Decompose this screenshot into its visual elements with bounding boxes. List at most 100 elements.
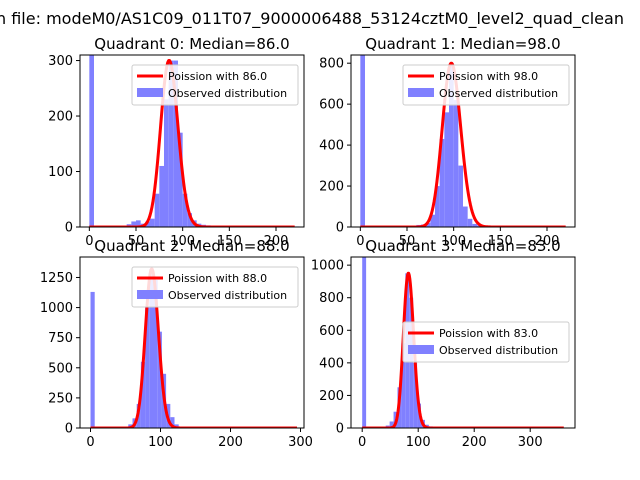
x-tick-label: 200 (264, 234, 289, 249)
legend: Poission with 88.0 Observed distribution (131, 266, 299, 308)
legend-bar-swatch (137, 88, 163, 97)
x-tick-label: 200 (535, 234, 560, 249)
x-tick-label: 300 (518, 435, 543, 450)
histogram-bar (458, 165, 463, 227)
histogram-bar (435, 186, 440, 227)
x-tick-label: 200 (462, 435, 487, 450)
y-tick-label: 300 (48, 54, 73, 69)
legend-poisson-label: Poission with 83.0 (439, 327, 538, 340)
legend-poisson-label: Poission with 98.0 (439, 70, 538, 83)
legend-box (131, 64, 299, 106)
y-tick-label: 400 (319, 139, 344, 154)
histogram-bar (401, 343, 406, 428)
x-tick-label: 50 (128, 234, 145, 249)
y-tick-label: 200 (48, 110, 73, 125)
y-tick-label: 0 (336, 221, 344, 236)
y-tick-label: 800 (319, 291, 344, 306)
histogram-bar (439, 138, 445, 227)
y-tick-label: 600 (319, 324, 344, 339)
subplot-title: Quadrant 2: Median=88.0 (94, 237, 289, 255)
legend-box (131, 266, 299, 308)
legend: Poission with 83.0 Observed distribution (402, 321, 570, 363)
histogram-bar (136, 220, 141, 227)
histogram-bar (145, 307, 150, 428)
subplot-quadrant-1: 0 50 100 150 200 0 200 400 600 800 Quadrant 1: Med… (319, 35, 576, 249)
poisson-curve (361, 271, 565, 428)
axes-frame (350, 256, 576, 429)
subplot-title: Quadrant 0: Median=86.0 (94, 35, 289, 53)
histogram-bar (170, 417, 175, 428)
axes-frame (79, 54, 305, 228)
histogram-bar (168, 60, 174, 227)
x-tick-label: 300 (288, 435, 313, 450)
histogram-bar (178, 132, 183, 227)
x-tick-label: 100 (406, 435, 431, 450)
histogram-bar (472, 223, 477, 227)
histogram-bar (157, 331, 162, 428)
axes-frame (79, 256, 305, 429)
histogram-bar (453, 100, 459, 227)
legend-box (402, 321, 570, 363)
x-tick-label: 0 (85, 234, 93, 249)
y-tick-label: 0 (336, 422, 344, 437)
x-tick-label: 0 (86, 435, 94, 450)
x-tick-label: 200 (218, 435, 243, 450)
plot-area (359, 55, 567, 227)
histogram-bar (362, 257, 367, 428)
legend-bar-swatch (137, 290, 163, 299)
x-tick-label: 0 (358, 435, 366, 450)
poisson-curve (359, 61, 567, 227)
histogram-bar (140, 361, 146, 428)
subplot-title: Quadrant 1: Median=98.0 (365, 35, 560, 53)
histogram-bar (154, 193, 160, 227)
histogram-bar (430, 214, 435, 227)
y-tick-label: 250 (48, 391, 73, 406)
legend-poisson-label: Poission with 86.0 (168, 70, 267, 83)
x-tick-label: 150 (217, 234, 242, 249)
y-tick-label: 200 (319, 389, 344, 404)
histogram-bar (159, 165, 164, 227)
legend-observed-label: Observed distribution (168, 87, 287, 100)
x-tick-label: 0 (356, 234, 364, 249)
y-tick-label: 600 (319, 98, 344, 113)
y-tick-label: 800 (319, 57, 344, 72)
legend-observed-label: Observed distribution (439, 344, 558, 357)
histogram-bar (389, 421, 394, 428)
y-tick-label: 500 (48, 361, 73, 376)
histogram-bar (425, 222, 431, 227)
histogram-bar (467, 218, 473, 227)
y-tick-label: 1250 (40, 271, 73, 286)
histogram-bar (360, 55, 365, 227)
histogram-bar (173, 60, 178, 227)
y-tick-label: 750 (48, 331, 73, 346)
legend: Poission with 98.0 Observed distribution (402, 64, 570, 106)
histogram-bar (413, 362, 418, 428)
histogram-bar (409, 297, 414, 428)
x-tick-label: 100 (441, 234, 466, 249)
histogram-bar (149, 269, 154, 428)
histogram-bar (449, 63, 454, 227)
x-tick-label: 100 (170, 234, 195, 249)
subplot-title: Quadrant 3: Median=83.0 (365, 237, 560, 255)
histogram-bar (145, 221, 150, 227)
y-tick-label: 200 (319, 180, 344, 195)
legend-poisson-label: Poission with 88.0 (168, 272, 267, 285)
histogram-bar (153, 279, 158, 428)
histogram-bar (182, 193, 188, 227)
legend-bar-swatch (408, 88, 434, 97)
histogram-bar (90, 291, 95, 428)
histogram-bar (131, 221, 136, 227)
plot-area (88, 55, 300, 227)
histogram-bar (150, 218, 155, 227)
y-tick-label: 0 (65, 221, 73, 236)
x-tick-label: 100 (148, 435, 173, 450)
histogram-bar (89, 55, 94, 227)
y-tick-label: 1000 (311, 259, 344, 274)
legend: Poission with 86.0 Observed distribution (131, 64, 299, 106)
y-tick-label: 0 (65, 422, 73, 437)
x-tick-label: 150 (488, 234, 513, 249)
histogram-bar (187, 213, 192, 227)
